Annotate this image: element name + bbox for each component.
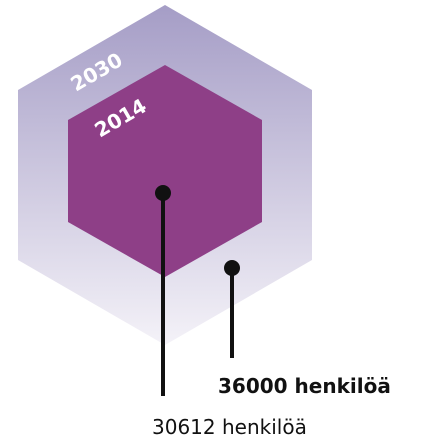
outer-leader-dot [224, 260, 240, 276]
inner-callout: 30612 henkilöä [152, 415, 307, 439]
inner-leader-dot [155, 185, 171, 201]
inner-hexagon [68, 65, 262, 277]
outer-callout: 36000 henkilöä [218, 374, 391, 398]
